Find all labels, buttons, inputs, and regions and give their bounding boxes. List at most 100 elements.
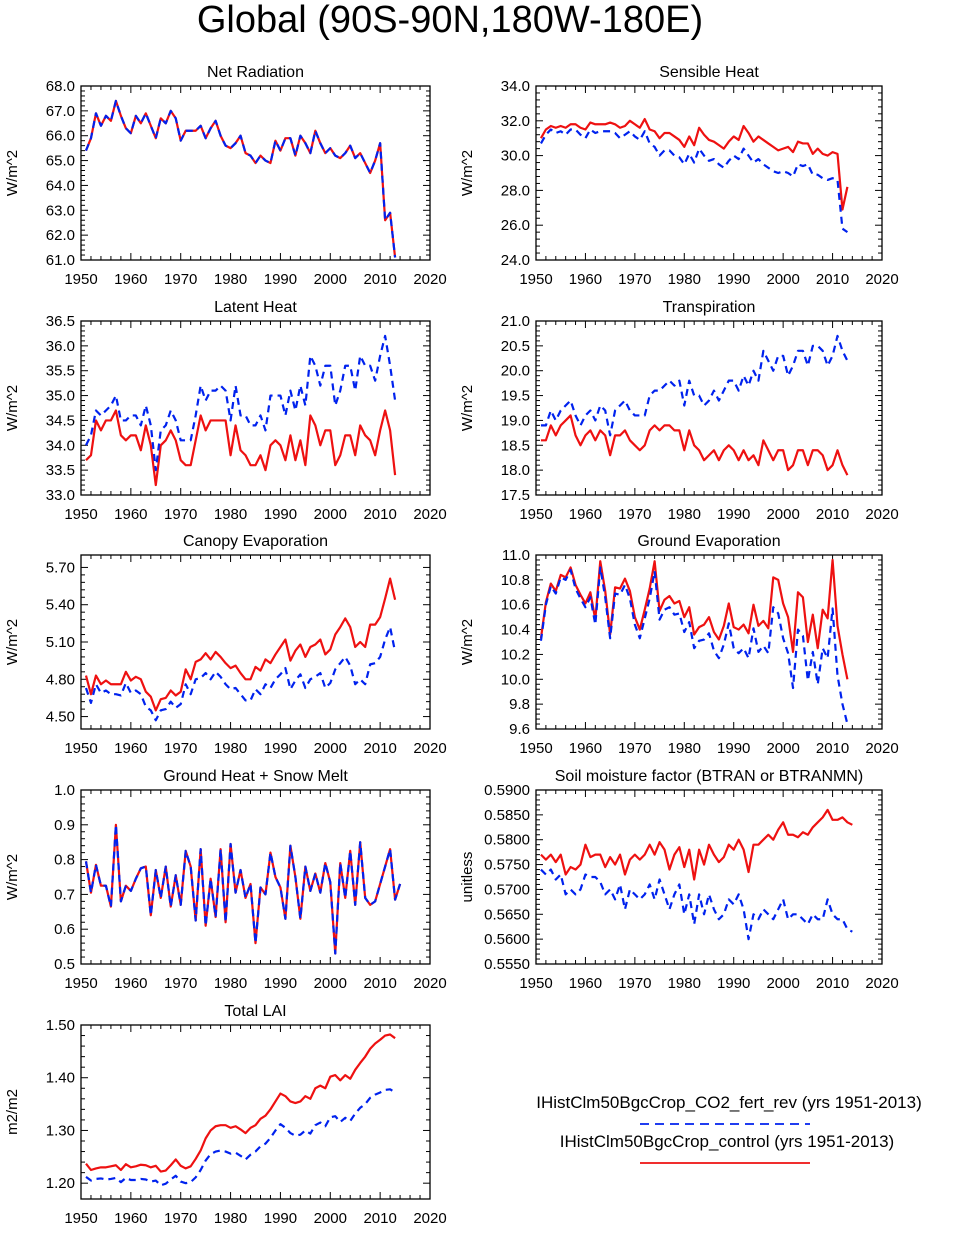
- x-tick-label: 1980: [668, 506, 701, 523]
- plot-frame: [535, 320, 883, 496]
- x-tick-label: 2000: [314, 1210, 347, 1227]
- y-axis-label: m2/m2: [4, 1089, 21, 1135]
- y-tick-label: 0.5700: [484, 881, 530, 898]
- x-tick-label: 1980: [214, 740, 247, 757]
- chart-ground-evaporation: Ground Evaporation W/m^2 1950 1960 1970 1980 1…: [459, 533, 899, 757]
- series-line-control: [84, 823, 402, 955]
- chart-net-radiation: Net Radiation W/m^2 1950 1960 1970 1980 1990 20…: [4, 64, 447, 288]
- y-tick-label: 20.0: [501, 363, 530, 380]
- x-tick-label: 2010: [363, 506, 396, 523]
- x-tick-label: 2010: [816, 506, 849, 523]
- x-tick-label: 2020: [865, 271, 898, 288]
- plot-frame: [80, 85, 431, 261]
- chart-title: Transpiration: [663, 299, 756, 316]
- y-tick-label: 62.0: [46, 227, 75, 244]
- legend-label-co2-fert-rev: IHistClm50BgcCrop_CO2_fert_rev (yrs 1951…: [536, 1093, 922, 1112]
- y-tick-label: 34.5: [46, 412, 75, 429]
- x-tick-label: 1960: [569, 271, 602, 288]
- legend-label-control: IHistClm50BgcCrop_control (yrs 1951-2013…: [560, 1132, 894, 1151]
- y-tick-label: 0.5750: [484, 857, 530, 874]
- x-tick-label: 2010: [363, 975, 396, 992]
- x-tick-label: 1970: [618, 740, 651, 757]
- y-tick-label: 1.0: [54, 782, 75, 799]
- y-axis-label: W/m^2: [4, 150, 21, 196]
- plot-frame: [535, 789, 883, 965]
- y-tick-label: 4.50: [46, 709, 75, 726]
- series-line-co2-fert-rev: [84, 625, 397, 722]
- chart-title: Canopy Evaporation: [183, 533, 328, 550]
- x-tick-label: 1990: [717, 975, 750, 992]
- y-tick-label: 1.50: [46, 1017, 75, 1034]
- series-line-co2-fert-rev: [84, 99, 397, 258]
- y-tick-label: 20.5: [501, 338, 530, 355]
- y-tick-label: 17.5: [501, 487, 530, 504]
- x-tick-label: 1970: [164, 506, 197, 523]
- y-tick-label: 35.5: [46, 363, 75, 380]
- y-tick-label: 9.8: [509, 696, 530, 713]
- chart-transpiration: Transpiration W/m^2 1950 1960 1970 1980 1990 20…: [459, 299, 899, 523]
- y-tick-label: 1.40: [46, 1070, 75, 1087]
- series-line-control: [85, 409, 397, 487]
- x-tick-label: 1980: [214, 1210, 247, 1227]
- y-axis-label: W/m^2: [4, 385, 21, 431]
- y-tick-label: 5.70: [46, 559, 75, 576]
- y-tick-label: 65.0: [46, 153, 75, 170]
- x-tick-label: 1950: [519, 506, 552, 523]
- chart-total-lai: Total LAI m2/m2 1950 1960 1970 1980 1990 2000 20…: [4, 1003, 447, 1227]
- y-tick-label: 63.0: [46, 202, 75, 219]
- x-tick-label: 1960: [114, 1210, 147, 1227]
- y-tick-label: 33.0: [46, 487, 75, 504]
- y-tick-label: 0.5600: [484, 931, 530, 948]
- y-axis-label: W/m^2: [459, 150, 476, 196]
- y-tick-label: 34.0: [46, 437, 75, 454]
- plot-frame: [80, 789, 431, 965]
- series-line-co2-fert-rev: [540, 868, 853, 941]
- y-tick-label: 19.5: [501, 388, 530, 405]
- y-tick-label: 68.0: [46, 78, 75, 95]
- x-tick-label: 2010: [816, 740, 849, 757]
- y-tick-label: 28.0: [501, 182, 530, 199]
- series-line-control: [539, 558, 849, 680]
- x-tick-label: 1960: [114, 271, 147, 288]
- x-tick-label: 2000: [766, 975, 799, 992]
- x-tick-label: 2000: [314, 506, 347, 523]
- x-tick-label: 1970: [618, 506, 651, 523]
- series-line-control: [540, 414, 849, 476]
- series-line-co2-fert-rev: [539, 128, 849, 234]
- plot-frame: [80, 1024, 431, 1200]
- y-tick-label: 36.5: [46, 313, 75, 330]
- x-tick-label: 2020: [865, 975, 898, 992]
- chart-title: Ground Evaporation: [637, 533, 780, 550]
- y-axis-label: W/m^2: [4, 854, 21, 900]
- y-tick-label: 0.6: [54, 921, 75, 938]
- x-tick-label: 1970: [164, 1210, 197, 1227]
- chart-latent-heat: Latent Heat W/m^2 1950 1960 1970 1980 1990 2000…: [4, 299, 447, 523]
- chart-title: Net Radiation: [207, 64, 304, 81]
- x-tick-label: 2020: [413, 1210, 446, 1227]
- y-tick-label: 64.0: [46, 177, 75, 194]
- x-tick-label: 1960: [114, 740, 147, 757]
- chart-sensible-heat: Sensible Heat W/m^2 1950 1960 1970 1980 1990 20…: [459, 64, 899, 288]
- y-tick-label: 21.0: [501, 313, 530, 330]
- plot-frame: [80, 320, 431, 496]
- y-tick-label: 36.0: [46, 338, 75, 355]
- chart-panels: Net Radiation W/m^2 1950 1960 1970 1980 1990 20…: [4, 64, 899, 1227]
- y-tick-label: 0.8: [54, 852, 75, 869]
- y-tick-label: 5.40: [46, 597, 75, 614]
- chart-title: Ground Heat + Snow Melt: [163, 768, 348, 785]
- y-axis-label: W/m^2: [459, 385, 476, 431]
- y-axis-label: unitless: [459, 852, 476, 903]
- x-tick-label: 2000: [314, 271, 347, 288]
- x-tick-label: 1990: [264, 271, 297, 288]
- x-tick-label: 1990: [264, 1210, 297, 1227]
- y-tick-label: 0.5800: [484, 832, 530, 849]
- y-tick-label: 61.0: [46, 252, 75, 269]
- chart-soil-moisture-factor-btran-or-btranmn: Soil moisture factor (BTRAN or BTRANMN) u…: [459, 768, 899, 992]
- x-tick-label: 1950: [64, 506, 97, 523]
- y-tick-label: 24.0: [501, 252, 530, 269]
- y-tick-label: 67.0: [46, 103, 75, 120]
- y-tick-label: 0.5850: [484, 807, 530, 824]
- y-tick-label: 10.8: [501, 572, 530, 589]
- x-tick-label: 1950: [519, 271, 552, 288]
